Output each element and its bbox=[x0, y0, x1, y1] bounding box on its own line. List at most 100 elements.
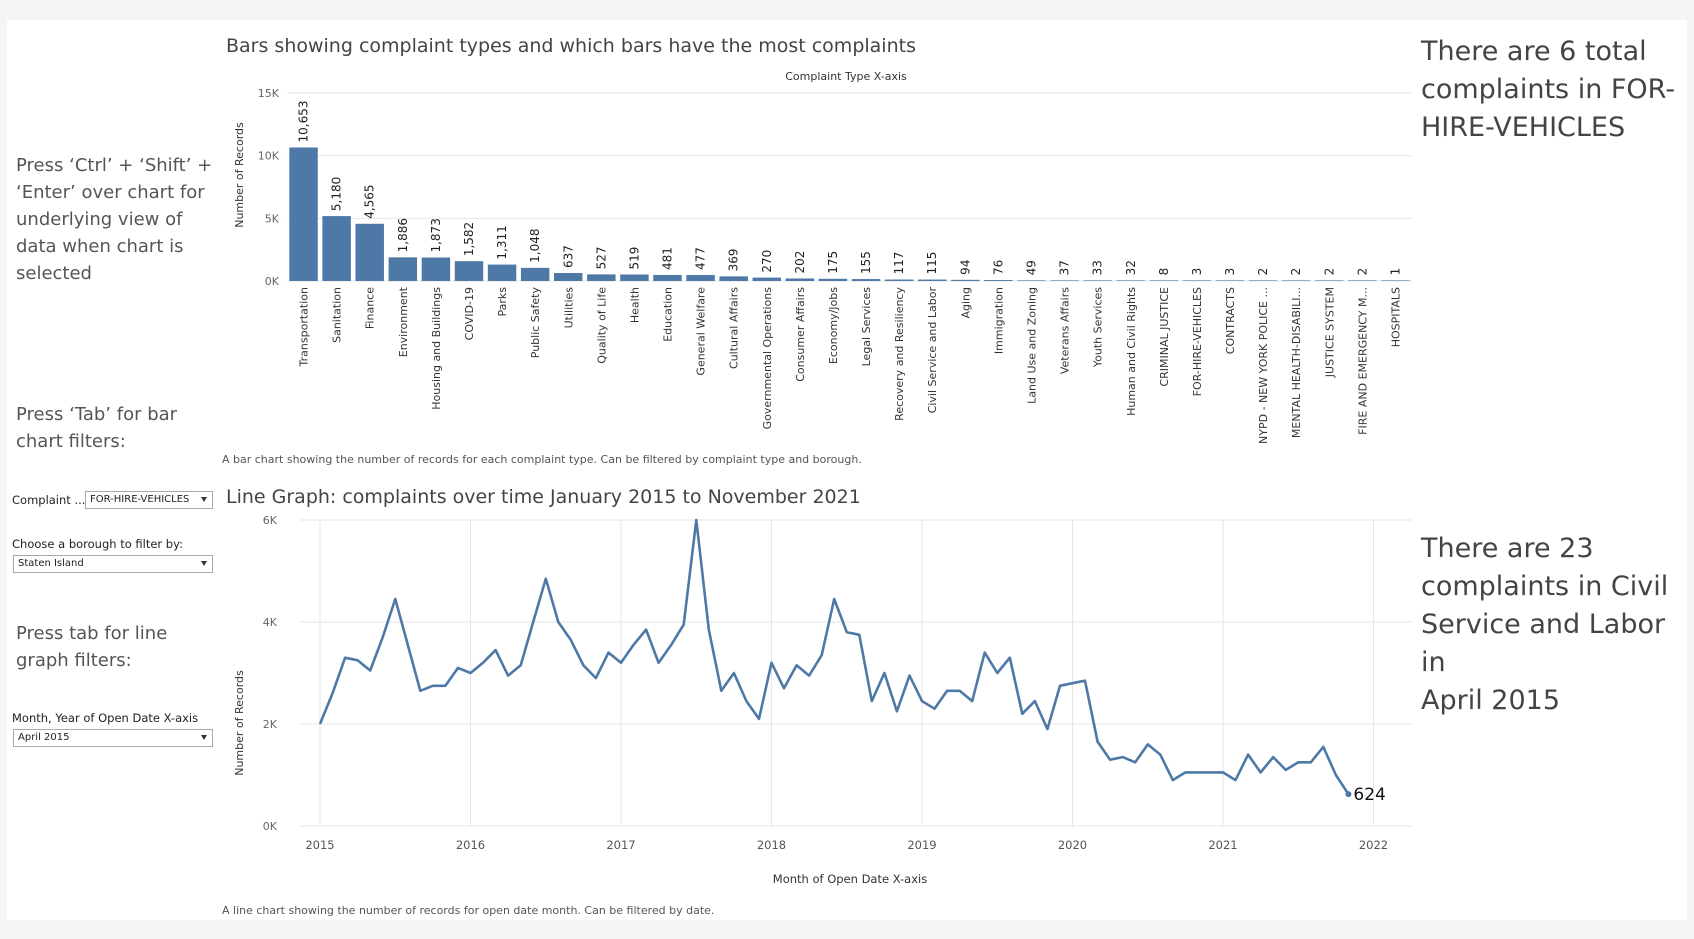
bar-category-label: Sanitation bbox=[331, 287, 344, 343]
bar-category-label: Housing and Buildings bbox=[430, 287, 443, 410]
line-chart[interactable]: 0K 2K 4K 6K 2015 2016 2017 2018 2019 2020 2021 202… bbox=[0, 500, 1420, 895]
bar-value-label: 1,582 bbox=[462, 222, 476, 256]
bar-value-label: 49 bbox=[1024, 260, 1038, 275]
note-line: selected bbox=[16, 263, 92, 284]
bar-category-label: Recovery and Resiliency bbox=[893, 287, 906, 421]
bar-category-label: Health bbox=[628, 287, 641, 323]
line-x-tick-label: 2020 bbox=[1058, 838, 1087, 852]
bar bbox=[1182, 280, 1212, 281]
line-x-tick-label: 2022 bbox=[1359, 838, 1388, 852]
bar bbox=[289, 147, 318, 281]
bar-category-label: Utilities bbox=[562, 287, 575, 329]
complaint-type-dropdown[interactable]: FOR-HIRE-VEHICLES bbox=[85, 491, 213, 509]
bar-value-label: 10,653 bbox=[297, 100, 311, 142]
bar-value-label: 1,873 bbox=[429, 218, 443, 252]
bar bbox=[818, 278, 848, 281]
bar bbox=[917, 279, 947, 281]
borough-dropdown[interactable]: Staten Island bbox=[13, 555, 213, 573]
month-year-dropdown[interactable]: April 2015 bbox=[13, 729, 213, 747]
summary-line: complaints in Civil bbox=[1421, 571, 1669, 602]
note-line: Press tab for line bbox=[16, 623, 168, 644]
bar-value-label: 175 bbox=[826, 251, 840, 274]
bar bbox=[587, 274, 616, 281]
summary-line: complaints in FOR- bbox=[1421, 74, 1676, 105]
bar bbox=[620, 274, 649, 281]
bar-category-label: Human and Civil Rights bbox=[1125, 287, 1138, 416]
bar-value-label: 637 bbox=[561, 245, 575, 268]
bar bbox=[984, 280, 1013, 281]
bar-value-label: 519 bbox=[627, 247, 641, 270]
bar-value-label: 117 bbox=[892, 252, 906, 275]
borough-value: Staten Island bbox=[18, 558, 84, 569]
summary-line: There are 23 bbox=[1421, 533, 1594, 564]
bar-category-label: CONTRACTS bbox=[1224, 287, 1237, 354]
bar bbox=[554, 273, 583, 281]
chevron-down-icon bbox=[201, 497, 207, 502]
bar-value-label: 32 bbox=[1124, 260, 1138, 275]
bar-category-label: Aging bbox=[959, 287, 972, 319]
bar-category-label: Civil Service and Labor bbox=[926, 287, 939, 414]
bar bbox=[454, 261, 484, 281]
bar-category-label: HOSPITALS bbox=[1389, 287, 1402, 347]
bar bbox=[1381, 280, 1410, 281]
bar bbox=[719, 276, 748, 281]
bar-category-label: Consumer Affairs bbox=[794, 287, 807, 382]
summary-line: April 2015 bbox=[1421, 685, 1561, 716]
summary-line: Service and Labor in bbox=[1421, 609, 1666, 678]
bar bbox=[322, 216, 351, 281]
bar-value-label: 33 bbox=[1091, 260, 1105, 275]
last-point-label: 624 bbox=[1353, 785, 1385, 805]
month-filter-label: Month, Year of Open Date X-axis bbox=[12, 711, 199, 725]
line-x-tick-label: 2017 bbox=[606, 838, 635, 852]
bar bbox=[355, 223, 384, 281]
bar-value-label: 202 bbox=[793, 251, 807, 274]
line-y-tick-label: 6K bbox=[263, 514, 278, 527]
complaint-type-value: FOR-HIRE-VEHICLES bbox=[90, 494, 190, 505]
bar-value-label: 3 bbox=[1223, 268, 1237, 276]
bar-y-tick-label: 5K bbox=[265, 212, 280, 225]
bar-category-label: Land Use and Zoning bbox=[1025, 287, 1038, 404]
line-y-tick-label: 2K bbox=[263, 718, 278, 731]
bar-value-label: 2 bbox=[1355, 268, 1369, 276]
bar bbox=[487, 264, 517, 281]
line-y-axis-label: Number of Records bbox=[233, 670, 246, 776]
bar bbox=[520, 267, 550, 281]
line-y-tick-label: 0K bbox=[263, 820, 278, 833]
bar-value-label: 2 bbox=[1322, 268, 1336, 276]
borough-filter-label: Choose a borough to filter by: bbox=[12, 537, 183, 551]
bar-y-tick-label: 10K bbox=[258, 150, 280, 163]
bar bbox=[1050, 280, 1079, 281]
bar-value-label: 2 bbox=[1256, 268, 1270, 276]
bar-value-label: 481 bbox=[661, 247, 675, 270]
bar-category-label: CRIMINAL JUSTICE bbox=[1158, 287, 1171, 387]
line-x-tick-label: 2018 bbox=[757, 838, 786, 852]
bar-category-label: MENTAL HEALTH-DISABILI... bbox=[1290, 287, 1303, 438]
line-x-tick-label: 2019 bbox=[907, 838, 936, 852]
bar-category-label: Environment bbox=[397, 286, 410, 357]
bar bbox=[421, 257, 451, 281]
bar-category-label: Cultural Affairs bbox=[728, 287, 741, 369]
line-summary-note: There are 23 complaints in Civil Service… bbox=[1421, 530, 1681, 720]
bar bbox=[1149, 280, 1179, 281]
bar-category-label: Immigration bbox=[992, 287, 1005, 354]
bar-category-label: Veterans Affairs bbox=[1059, 287, 1072, 374]
note-line: graph filters: bbox=[16, 650, 132, 671]
chevron-down-icon bbox=[201, 561, 207, 566]
note-line: underlying view of bbox=[16, 209, 183, 230]
bar-value-label: 5,180 bbox=[330, 177, 344, 211]
bar bbox=[653, 274, 682, 281]
note-line: chart filters: bbox=[16, 431, 126, 452]
bar-value-label: 37 bbox=[1058, 260, 1072, 275]
bar-category-label: JUSTICE SYSTEM bbox=[1323, 287, 1336, 378]
bar bbox=[1315, 280, 1344, 281]
line-chart-title: Line Graph: complaints over time January… bbox=[226, 486, 861, 508]
note-line: Press ‘Tab’ for bar bbox=[16, 404, 178, 425]
bar-value-label: 1 bbox=[1388, 268, 1402, 276]
bar-chart[interactable]: Complaint Type X-axis Number of Records … bbox=[0, 0, 1420, 450]
bar-value-label: 1,311 bbox=[495, 225, 509, 259]
bar-y-axis-label: Number of Records bbox=[233, 122, 246, 228]
bar-category-label: Transportation bbox=[298, 287, 311, 367]
bar bbox=[1281, 280, 1311, 281]
bar bbox=[1116, 280, 1145, 281]
line-x-tick-label: 2021 bbox=[1208, 838, 1237, 852]
